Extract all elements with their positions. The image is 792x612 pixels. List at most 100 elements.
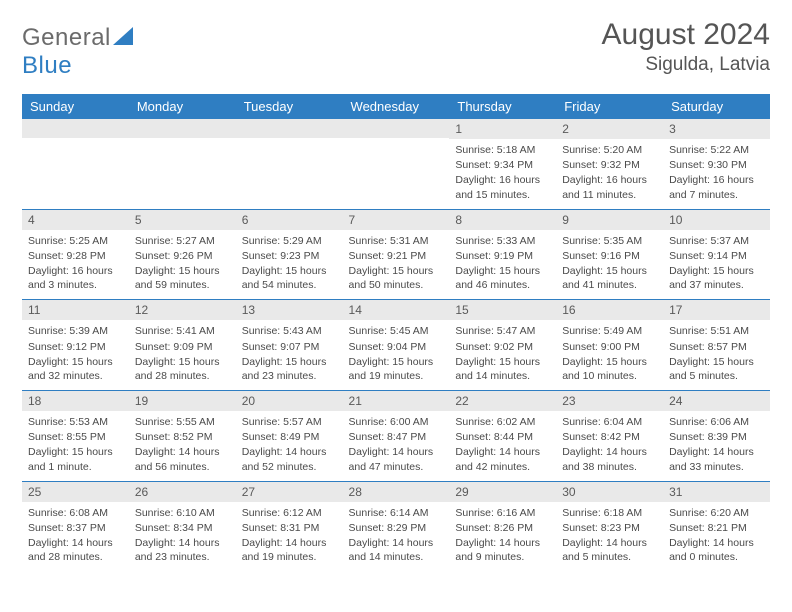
calendar-week-row: 11Sunrise: 5:39 AMSunset: 9:12 PMDayligh… xyxy=(22,300,770,391)
day-details: Sunrise: 5:35 AMSunset: 9:16 PMDaylight:… xyxy=(556,230,663,300)
daylight-text: Daylight: 15 hours and 54 minutes. xyxy=(242,264,337,292)
day-number: 10 xyxy=(663,210,770,230)
sunrise-text: Sunrise: 5:43 AM xyxy=(242,324,337,338)
day-details: Sunrise: 5:33 AMSunset: 9:19 PMDaylight:… xyxy=(449,230,556,300)
sunrise-text: Sunrise: 6:00 AM xyxy=(349,415,444,429)
sunrise-text: Sunrise: 5:22 AM xyxy=(669,143,764,157)
weekday-header: Friday xyxy=(556,94,663,119)
calendar-table: Sunday Monday Tuesday Wednesday Thursday… xyxy=(22,94,770,571)
daylight-text: Daylight: 14 hours and 47 minutes. xyxy=(349,445,444,473)
sunset-text: Sunset: 9:30 PM xyxy=(669,158,764,172)
day-number: 3 xyxy=(663,119,770,139)
calendar-day-cell: 7Sunrise: 5:31 AMSunset: 9:21 PMDaylight… xyxy=(343,209,450,300)
day-number: 1 xyxy=(449,119,556,139)
daylight-text: Daylight: 15 hours and 41 minutes. xyxy=(562,264,657,292)
calendar-day-cell: 14Sunrise: 5:45 AMSunset: 9:04 PMDayligh… xyxy=(343,300,450,391)
sunset-text: Sunset: 8:29 PM xyxy=(349,521,444,535)
daylight-text: Daylight: 14 hours and 42 minutes. xyxy=(455,445,550,473)
daylight-text: Daylight: 15 hours and 37 minutes. xyxy=(669,264,764,292)
calendar-day-cell: 13Sunrise: 5:43 AMSunset: 9:07 PMDayligh… xyxy=(236,300,343,391)
sunset-text: Sunset: 8:21 PM xyxy=(669,521,764,535)
sunset-text: Sunset: 9:00 PM xyxy=(562,340,657,354)
sail-icon xyxy=(113,24,133,52)
weekday-header: Wednesday xyxy=(343,94,450,119)
calendar-day-cell: 4Sunrise: 5:25 AMSunset: 9:28 PMDaylight… xyxy=(22,209,129,300)
day-number: 12 xyxy=(129,300,236,320)
day-details: Sunrise: 5:57 AMSunset: 8:49 PMDaylight:… xyxy=(236,411,343,481)
calendar-day-cell: 8Sunrise: 5:33 AMSunset: 9:19 PMDaylight… xyxy=(449,209,556,300)
daylight-text: Daylight: 14 hours and 14 minutes. xyxy=(349,536,444,564)
day-number xyxy=(236,119,343,138)
sunset-text: Sunset: 9:21 PM xyxy=(349,249,444,263)
day-number: 2 xyxy=(556,119,663,139)
daylight-text: Daylight: 16 hours and 7 minutes. xyxy=(669,173,764,201)
sunrise-text: Sunrise: 6:16 AM xyxy=(455,506,550,520)
calendar-day-cell: 27Sunrise: 6:12 AMSunset: 8:31 PMDayligh… xyxy=(236,481,343,571)
calendar-day-cell: 17Sunrise: 5:51 AMSunset: 8:57 PMDayligh… xyxy=(663,300,770,391)
calendar-day-cell: 20Sunrise: 5:57 AMSunset: 8:49 PMDayligh… xyxy=(236,391,343,482)
day-number: 8 xyxy=(449,210,556,230)
daylight-text: Daylight: 14 hours and 0 minutes. xyxy=(669,536,764,564)
day-details: Sunrise: 5:31 AMSunset: 9:21 PMDaylight:… xyxy=(343,230,450,300)
logo-word1: General xyxy=(22,24,111,51)
daylight-text: Daylight: 15 hours and 5 minutes. xyxy=(669,355,764,383)
day-number: 14 xyxy=(343,300,450,320)
daylight-text: Daylight: 14 hours and 9 minutes. xyxy=(455,536,550,564)
daylight-text: Daylight: 14 hours and 56 minutes. xyxy=(135,445,230,473)
sunset-text: Sunset: 8:39 PM xyxy=(669,430,764,444)
day-number: 19 xyxy=(129,391,236,411)
calendar-day-cell: 29Sunrise: 6:16 AMSunset: 8:26 PMDayligh… xyxy=(449,481,556,571)
calendar-day-cell: 3 Sunrise: 5:22 AMSunset: 9:30 PMDaylight… xyxy=(663,119,770,209)
sunset-text: Sunset: 8:55 PM xyxy=(28,430,123,444)
calendar-day-cell: 15Sunrise: 5:47 AMSunset: 9:02 PMDayligh… xyxy=(449,300,556,391)
sunrise-text: Sunrise: 5:25 AM xyxy=(28,234,123,248)
sunrise-text: Sunrise: 5:45 AM xyxy=(349,324,444,338)
sunset-text: Sunset: 9:32 PM xyxy=(562,158,657,172)
sunrise-text: Sunrise: 5:33 AM xyxy=(455,234,550,248)
day-details: Sunrise: 6:02 AMSunset: 8:44 PMDaylight:… xyxy=(449,411,556,481)
day-number: 18 xyxy=(22,391,129,411)
calendar-day-cell: 11Sunrise: 5:39 AMSunset: 9:12 PMDayligh… xyxy=(22,300,129,391)
sunrise-text: Sunrise: 5:35 AM xyxy=(562,234,657,248)
header-bar: General Blue August 2024 Sigulda, Latvia xyxy=(22,18,770,80)
sunrise-text: Sunrise: 6:04 AM xyxy=(562,415,657,429)
sunrise-text: Sunrise: 5:20 AM xyxy=(562,143,657,157)
calendar-week-row: 18Sunrise: 5:53 AMSunset: 8:55 PMDayligh… xyxy=(22,391,770,482)
sunset-text: Sunset: 9:26 PM xyxy=(135,249,230,263)
sunset-text: Sunset: 9:16 PM xyxy=(562,249,657,263)
day-number: 13 xyxy=(236,300,343,320)
daylight-text: Daylight: 15 hours and 59 minutes. xyxy=(135,264,230,292)
day-details: Sunrise: 5:18 AMSunset: 9:34 PMDaylight:… xyxy=(449,139,556,209)
day-details: Sunrise: 5:27 AMSunset: 9:26 PMDaylight:… xyxy=(129,230,236,300)
daylight-text: Daylight: 14 hours and 33 minutes. xyxy=(669,445,764,473)
calendar-day-cell: 10Sunrise: 5:37 AMSunset: 9:14 PMDayligh… xyxy=(663,209,770,300)
day-number: 11 xyxy=(22,300,129,320)
day-number: 24 xyxy=(663,391,770,411)
calendar-day-cell: 30Sunrise: 6:18 AMSunset: 8:23 PMDayligh… xyxy=(556,481,663,571)
weekday-header: Thursday xyxy=(449,94,556,119)
sunset-text: Sunset: 9:12 PM xyxy=(28,340,123,354)
sunset-text: Sunset: 9:02 PM xyxy=(455,340,550,354)
calendar-day-cell xyxy=(129,119,236,209)
day-number: 4 xyxy=(22,210,129,230)
sunrise-text: Sunrise: 6:10 AM xyxy=(135,506,230,520)
weekday-header: Saturday xyxy=(663,94,770,119)
day-details: Sunrise: 6:06 AMSunset: 8:39 PMDaylight:… xyxy=(663,411,770,481)
calendar-week-row: 1Sunrise: 5:18 AMSunset: 9:34 PMDaylight… xyxy=(22,119,770,209)
sunset-text: Sunset: 8:44 PM xyxy=(455,430,550,444)
day-details: Sunrise: 5:37 AMSunset: 9:14 PMDaylight:… xyxy=(663,230,770,300)
sunrise-text: Sunrise: 6:06 AM xyxy=(669,415,764,429)
calendar-day-cell: 28Sunrise: 6:14 AMSunset: 8:29 PMDayligh… xyxy=(343,481,450,571)
sunrise-text: Sunrise: 5:55 AM xyxy=(135,415,230,429)
day-details: Sunrise: 5:41 AMSunset: 9:09 PMDaylight:… xyxy=(129,320,236,390)
day-number: 22 xyxy=(449,391,556,411)
sunset-text: Sunset: 8:52 PM xyxy=(135,430,230,444)
sunrise-text: Sunrise: 5:31 AM xyxy=(349,234,444,248)
day-details: Sunrise: 5:45 AMSunset: 9:04 PMDaylight:… xyxy=(343,320,450,390)
day-number: 5 xyxy=(129,210,236,230)
calendar-day-cell: 26Sunrise: 6:10 AMSunset: 8:34 PMDayligh… xyxy=(129,481,236,571)
sunrise-text: Sunrise: 5:47 AM xyxy=(455,324,550,338)
day-details: Sunrise: 5:43 AMSunset: 9:07 PMDaylight:… xyxy=(236,320,343,390)
sunrise-text: Sunrise: 6:08 AM xyxy=(28,506,123,520)
daylight-text: Daylight: 16 hours and 11 minutes. xyxy=(562,173,657,201)
